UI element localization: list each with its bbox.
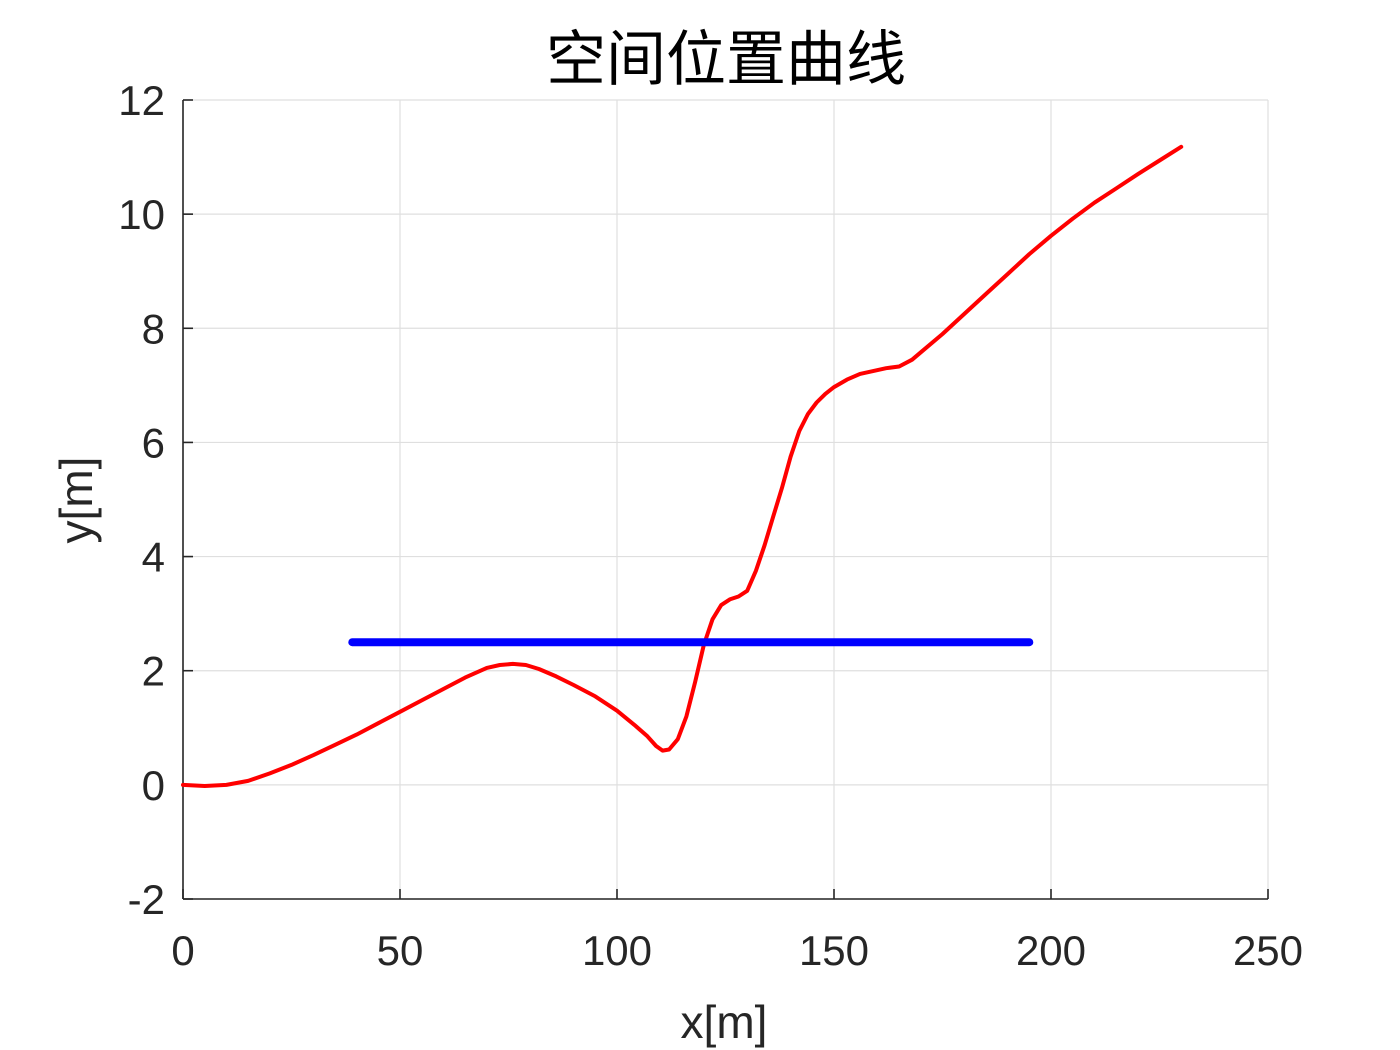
series xyxy=(181,144,1184,788)
y-tick-label: 12 xyxy=(118,77,165,124)
series-line-red xyxy=(181,144,1184,788)
y-tick-label: 10 xyxy=(118,191,165,238)
x-tick-label: 200 xyxy=(1016,927,1086,974)
y-tick-label: 8 xyxy=(142,305,165,352)
axes xyxy=(182,100,1268,900)
x-axis-label: x[m] xyxy=(681,996,768,1048)
x-tick-label: 100 xyxy=(582,927,652,974)
y-tick-label: -2 xyxy=(128,876,165,923)
grid xyxy=(182,99,1269,900)
chart-title: 空间位置曲线 xyxy=(546,25,906,95)
y-tick-label: 4 xyxy=(142,534,165,581)
x-tick-label: 50 xyxy=(377,927,424,974)
x-tick-label: 250 xyxy=(1233,927,1303,974)
y-tick-label: 6 xyxy=(142,419,165,466)
y-tick-label: 2 xyxy=(142,648,165,695)
x-tick-label: 150 xyxy=(799,927,869,974)
x-tick-label: 0 xyxy=(171,927,194,974)
y-tick-label: 0 xyxy=(142,762,165,809)
y-axis-label: y[m] xyxy=(50,457,102,544)
